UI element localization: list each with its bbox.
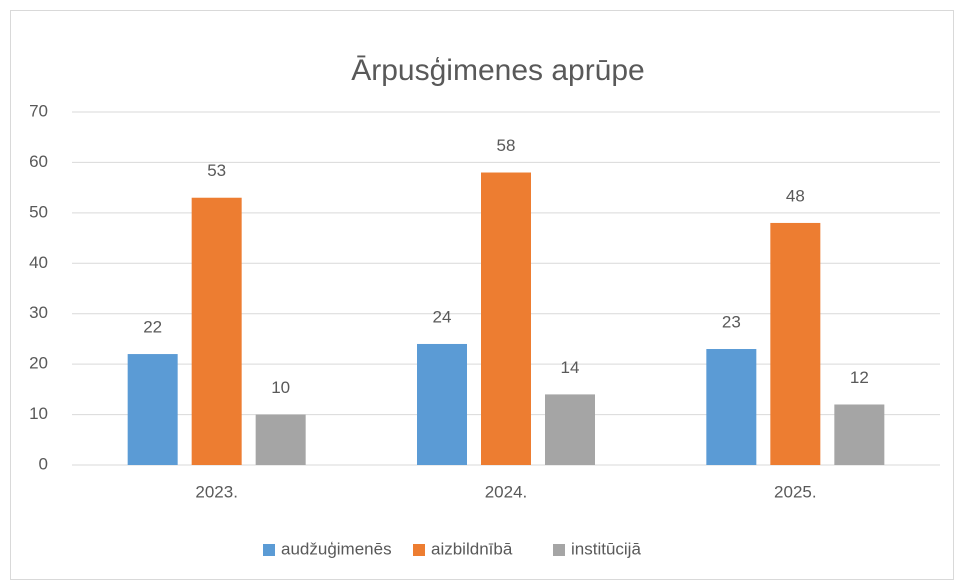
data-label: 23 [722, 312, 741, 331]
bar [545, 394, 595, 465]
data-label: 10 [271, 378, 290, 397]
y-tick-label: 60 [29, 152, 48, 171]
bar [770, 222, 821, 465]
y-tick-label: 10 [29, 404, 48, 423]
bar [481, 172, 531, 465]
x-tick-label: 2024. [485, 482, 528, 501]
y-tick-label: 0 [39, 454, 48, 473]
data-label: 14 [561, 358, 580, 377]
legend-label: aizbildnībā [431, 539, 513, 558]
y-tick-label: 50 [29, 202, 48, 221]
y-tick-label: 70 [29, 101, 48, 120]
x-tick-label: 2023. [195, 482, 238, 501]
chart-title: Ārpusģimenes aprūpe [351, 54, 645, 87]
bar [417, 343, 467, 465]
data-label: 24 [433, 307, 452, 326]
y-tick-label: 20 [29, 354, 48, 373]
legend-label: audžuģimenēs [281, 539, 392, 558]
data-label: 12 [850, 368, 869, 387]
y-tick-label: 30 [29, 303, 48, 322]
bar [834, 404, 885, 465]
x-tick-label: 2025. [774, 482, 817, 501]
bar [706, 349, 757, 465]
legend-swatch [553, 544, 565, 556]
legend-swatch [263, 544, 275, 556]
data-label: 58 [497, 136, 516, 155]
bar [127, 354, 178, 465]
bar [255, 414, 306, 465]
legend-label: institūcijā [571, 539, 641, 558]
bar [191, 197, 242, 465]
data-label: 53 [207, 161, 226, 180]
data-label: 22 [143, 318, 162, 337]
y-tick-label: 40 [29, 253, 48, 272]
data-label: 48 [786, 186, 805, 205]
legend-swatch [413, 544, 425, 556]
